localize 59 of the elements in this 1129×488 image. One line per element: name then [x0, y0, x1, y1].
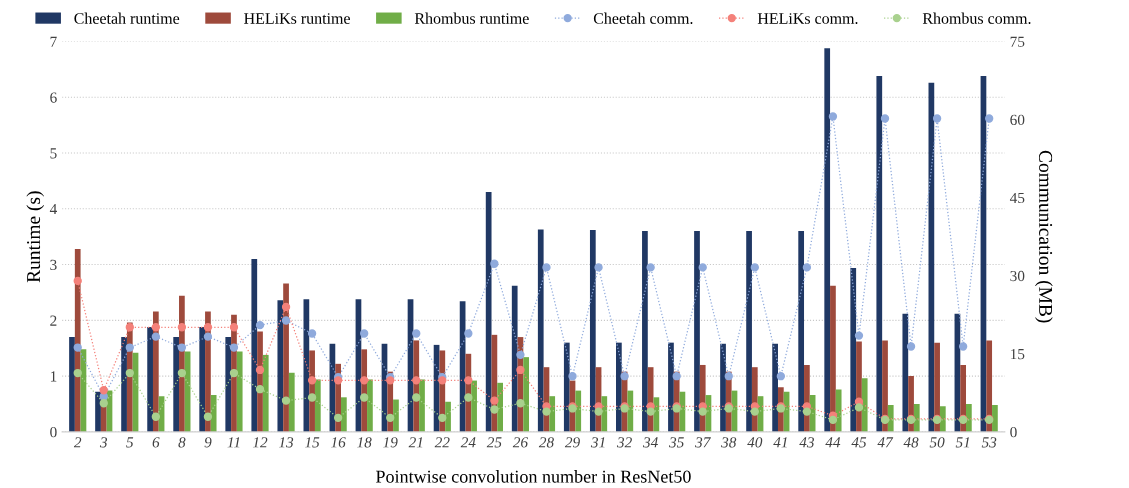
x-tick-label: 5: [126, 437, 134, 448]
y-tick-label: 5: [50, 148, 57, 159]
x-tick-label: 3: [99, 437, 108, 448]
y2-tick-label: 30: [1010, 270, 1025, 282]
x-tick-label: 22: [434, 437, 450, 448]
legend-label: Rhombus runtime: [414, 12, 529, 24]
x-tick-label: 50: [929, 437, 945, 448]
y-axis-title: Runtime (s): [26, 191, 45, 283]
y2-tick-label: 60: [1010, 114, 1025, 126]
x-tick-label: 28: [538, 437, 554, 448]
legend-label: Cheetah comm.: [593, 12, 693, 24]
x-tick-label: 11: [227, 437, 240, 448]
y-tick-label: 0: [50, 427, 57, 438]
x-tick-label: 32: [616, 437, 632, 448]
x-tick-label: 8: [178, 437, 186, 448]
y2-tick-label: 0: [1010, 427, 1017, 438]
x-tick-label: 40: [747, 437, 763, 448]
y-tick-label: 2: [50, 315, 57, 326]
x-tick-label: 26: [512, 437, 528, 448]
legend-label: HELiKs comm.: [757, 13, 858, 24]
y2-axis-title: Communication (MB): [1035, 150, 1053, 323]
x-tick-label: 43: [799, 437, 814, 448]
y2-tick-label: 75: [1010, 36, 1025, 47]
x-tick-label: 13: [278, 437, 294, 448]
x-tick-label: 24: [460, 437, 476, 448]
x-tick-label: 16: [331, 437, 346, 448]
x-tick-label: 2: [73, 437, 82, 448]
x-tick-label: 12: [252, 437, 268, 448]
y-tick-label: 4: [49, 204, 57, 215]
y-tick-label: 3: [50, 259, 57, 271]
x-tick-label: 9: [204, 437, 212, 448]
x-tick-label: 38: [721, 437, 737, 448]
legend-label: Cheetah runtime: [74, 12, 180, 24]
x-tick-label: 44: [825, 437, 841, 448]
x-tick-label: 45: [851, 437, 867, 448]
y-tick-label: 1: [50, 371, 57, 382]
x-tick-label: 19: [383, 437, 398, 448]
y2-tick-label: 15: [1011, 349, 1025, 360]
x-tick-label: 34: [642, 437, 658, 448]
x-tick-label: 15: [305, 437, 320, 448]
x-tick-label: 18: [357, 437, 372, 448]
x-tick-label: 53: [981, 437, 997, 448]
x-tick-label: 51: [955, 437, 970, 448]
x-tick-label: 21: [408, 437, 423, 448]
x-tick-label: 6: [152, 437, 160, 448]
x-tick-label: 37: [695, 437, 711, 448]
x-axis-title: Pointwise convolution number in ResNet50: [376, 470, 691, 483]
y-tick-label: 6: [50, 92, 57, 103]
y2-tick-label: 45: [1009, 192, 1025, 204]
x-tick-label: 31: [590, 437, 605, 448]
x-tick-label: 47: [877, 437, 894, 448]
y-tick-label: 7: [50, 36, 57, 47]
x-tick-label: 41: [773, 437, 787, 448]
x-tick-label: 48: [903, 437, 919, 448]
legend-label: HELiKs runtime: [244, 13, 350, 24]
x-tick-label: 29: [564, 437, 580, 448]
legend-label: Rhombus comm.: [922, 12, 1031, 24]
x-tick-label: 25: [486, 437, 502, 448]
x-tick-label: 35: [669, 437, 684, 448]
